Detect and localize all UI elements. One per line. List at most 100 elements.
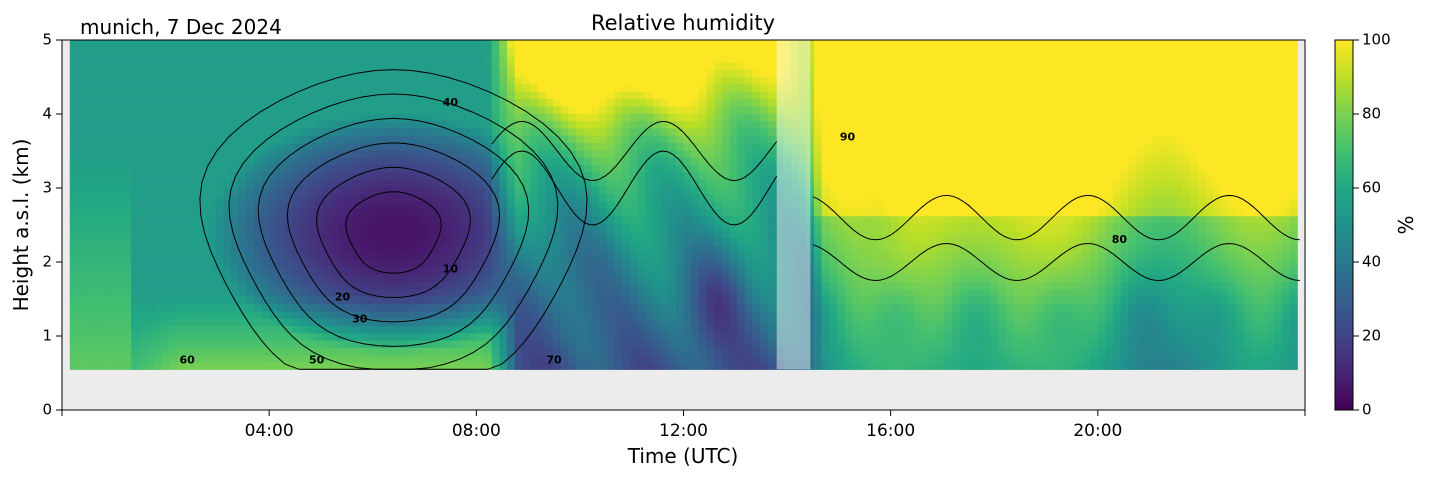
heatmap-cell <box>775 164 784 173</box>
heatmap-cell <box>514 69 523 78</box>
heatmap-cell <box>836 149 846 158</box>
heatmap-cell <box>767 164 777 173</box>
heatmap-cell <box>414 288 424 297</box>
heatmap-cell <box>253 76 263 85</box>
heatmap-cell <box>299 310 309 319</box>
heatmap-cell <box>100 76 109 85</box>
heatmap-cell <box>882 237 892 246</box>
heatmap-cell <box>744 69 754 78</box>
heatmap-cell <box>161 208 171 217</box>
heatmap-cell <box>100 113 109 122</box>
heatmap-cell <box>622 230 631 239</box>
heatmap-cell <box>714 318 723 326</box>
heatmap-cell <box>637 113 646 122</box>
heatmap-cell <box>200 244 209 253</box>
heatmap-cell <box>399 193 408 202</box>
heatmap-cell <box>353 244 362 253</box>
heatmap-cell <box>522 303 531 312</box>
heatmap-cell <box>760 318 769 326</box>
heatmap-cell <box>161 310 171 319</box>
heatmap-cell <box>414 179 424 187</box>
heatmap-cell <box>591 120 600 129</box>
heatmap-cell <box>115 340 125 348</box>
heatmap-cell <box>345 340 355 348</box>
heatmap-cell <box>576 120 585 129</box>
heatmap-cell <box>123 40 132 48</box>
heatmap-cell <box>683 69 692 78</box>
heatmap-cell <box>368 244 378 253</box>
heatmap-cell <box>775 244 784 253</box>
heatmap-cell <box>92 230 102 239</box>
heatmap-cell <box>338 215 347 224</box>
heatmap-cell <box>660 208 669 217</box>
heatmap-cell <box>576 325 585 334</box>
heatmap-cell <box>445 288 454 297</box>
heatmap-cell <box>391 105 401 114</box>
heatmap-cell <box>553 237 562 246</box>
heatmap-cell <box>599 274 608 283</box>
heatmap-cell <box>238 61 247 70</box>
heatmap-cell <box>445 61 454 70</box>
heatmap-cell <box>384 288 393 297</box>
heatmap-cell <box>215 200 224 209</box>
heatmap-cell <box>852 83 861 92</box>
heatmap-cell <box>322 157 332 165</box>
heatmap-cell <box>207 186 217 195</box>
heatmap-cell <box>836 179 846 187</box>
heatmap-cell <box>660 157 669 165</box>
heatmap-cell <box>445 347 454 356</box>
heatmap-cell <box>806 303 815 312</box>
heatmap-cell <box>376 340 385 348</box>
heatmap-cell <box>223 164 232 173</box>
heatmap-cell <box>798 318 807 326</box>
heatmap-cell <box>683 120 692 129</box>
heatmap-cell <box>192 200 201 209</box>
heatmap-cell <box>391 244 401 253</box>
heatmap-cell <box>530 105 539 114</box>
heatmap-cell <box>269 310 278 319</box>
heatmap-cell <box>737 83 746 92</box>
heatmap-cell <box>261 347 270 356</box>
heatmap-cell <box>384 230 393 239</box>
heatmap-cell <box>85 354 94 363</box>
heatmap-cell <box>445 222 454 231</box>
heatmap-cell <box>200 98 209 107</box>
heatmap-cell <box>576 157 585 165</box>
heatmap-cell <box>399 303 408 312</box>
heatmap-cell <box>606 310 616 319</box>
heatmap-cell <box>576 354 585 363</box>
heatmap-cell <box>353 208 362 217</box>
heatmap-cell <box>576 186 585 195</box>
heatmap-cell <box>131 98 140 107</box>
heatmap-cell <box>905 164 915 173</box>
heatmap-cell <box>353 332 362 341</box>
heatmap-cell <box>246 200 255 209</box>
heatmap-cell <box>652 61 662 70</box>
heatmap-cell <box>660 222 669 231</box>
heatmap-cell <box>376 142 385 151</box>
heatmap-cell <box>269 40 278 48</box>
heatmap-cell <box>507 237 516 246</box>
heatmap-cell <box>468 127 477 136</box>
heatmap-cell <box>376 310 385 319</box>
heatmap-cell <box>675 54 685 63</box>
heatmap-cell <box>507 361 516 370</box>
heatmap-cell <box>729 47 738 56</box>
heatmap-cell <box>476 237 485 246</box>
heatmap-cell <box>614 83 623 92</box>
heatmap-cell <box>391 91 401 100</box>
heatmap-cell <box>414 47 424 56</box>
heatmap-cell <box>307 281 316 290</box>
heatmap-cell <box>407 325 416 334</box>
heatmap-cell <box>875 164 884 173</box>
heatmap-cell <box>192 120 201 129</box>
heatmap-cell <box>491 54 500 63</box>
heatmap-cell <box>507 91 516 100</box>
heatmap-cell <box>138 105 148 114</box>
heatmap-cell <box>476 40 485 48</box>
heatmap-cell <box>514 266 523 275</box>
heatmap-cell <box>507 318 516 326</box>
heatmap-cell <box>744 252 754 261</box>
heatmap-cell <box>445 244 454 253</box>
heatmap-cell <box>100 47 109 56</box>
